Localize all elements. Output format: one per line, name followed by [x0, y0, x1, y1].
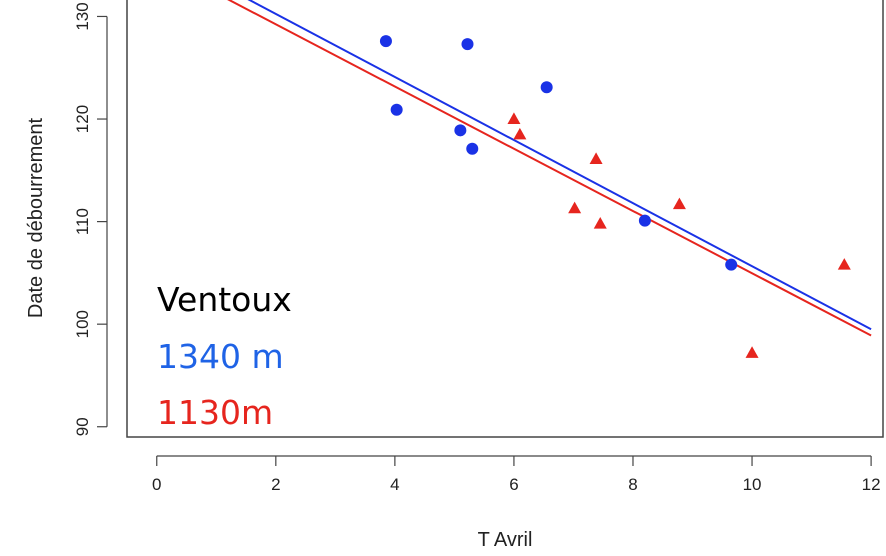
plot-frame — [126, 0, 884, 438]
data-point-circle — [638, 214, 651, 227]
data-point-triangle — [745, 346, 759, 358]
x-tick-label: 0 — [152, 475, 161, 494]
y-tick-label: 120 — [73, 105, 92, 133]
data-point-triangle — [568, 201, 582, 214]
x-tick-label: 4 — [390, 475, 399, 494]
legend-label-1130m: 1130m — [157, 393, 273, 432]
legend: Ventoux 1340 m 1130m — [157, 280, 292, 432]
fit-line-1340m — [247, 0, 872, 331]
y-tick-label: 100 — [73, 310, 92, 338]
data-point-triangle — [837, 258, 851, 270]
legend-label-1340m: 1340 m — [157, 337, 284, 376]
x-tick-label: 12 — [862, 475, 881, 494]
x-axis-title: T Avril — [478, 529, 533, 551]
data-point-circle — [461, 38, 474, 51]
y-axis-title: Date de débourrement — [25, 118, 47, 319]
data-point-triangle — [507, 112, 521, 124]
x-axis: 0 2 4 6 8 10 12 — [152, 455, 881, 494]
y-tick-label: 110 — [73, 208, 92, 235]
data-point-triangle — [513, 127, 527, 140]
fit-line-1130m — [227, 0, 872, 337]
y-tick-label: 130 — [73, 2, 92, 30]
data-markers — [379, 35, 851, 358]
data-point-triangle — [589, 152, 603, 164]
data-point-circle — [540, 81, 553, 94]
x-tick-label: 6 — [509, 475, 518, 494]
legend-title: Ventoux — [157, 280, 292, 319]
data-point-circle — [725, 258, 738, 271]
x-tick-label: 8 — [628, 475, 637, 494]
data-point-circle — [379, 35, 392, 48]
data-point-circle — [466, 142, 479, 155]
data-point-circle — [390, 103, 403, 116]
y-tick-label: 90 — [73, 417, 92, 436]
data-point-triangle — [593, 217, 607, 229]
y-axis: 90 100 110 120 130 — [73, 2, 108, 436]
fit-lines — [227, 0, 872, 337]
data-point-circle — [454, 124, 467, 137]
x-tick-label: 2 — [271, 475, 280, 494]
x-tick-label: 10 — [743, 475, 762, 494]
data-point-triangle — [672, 197, 686, 210]
